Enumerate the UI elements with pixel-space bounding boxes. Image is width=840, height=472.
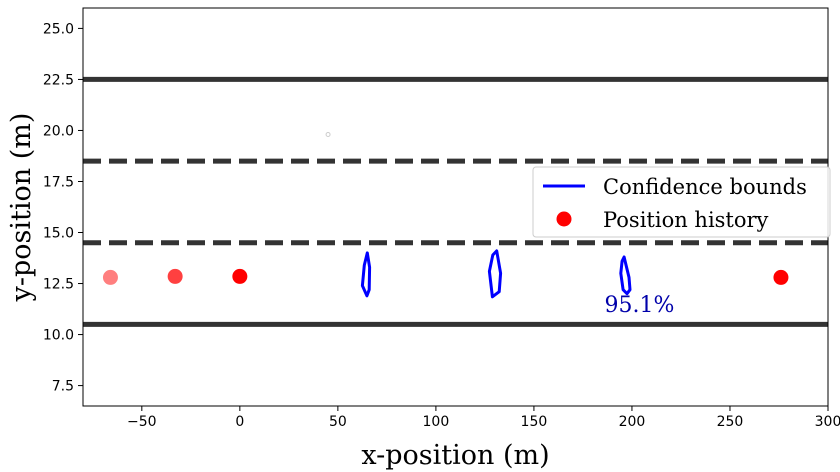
legend-label-confidence-bounds: Confidence bounds [603, 175, 807, 199]
y-tick-label-1: 10.0 [43, 328, 74, 344]
position-point-1 [167, 268, 183, 284]
y-tick-label-3: 15.0 [43, 226, 74, 242]
x-tick-label-3: 100 [423, 414, 450, 430]
x-tick-label-4: 150 [521, 414, 548, 430]
confidence-annotation: 95.1% [605, 293, 675, 318]
position-history-series [102, 132, 789, 285]
x-tick-label-1: 0 [235, 414, 244, 430]
confidence-contour-1 [487, 249, 503, 299]
y-tick-label-5: 20.0 [43, 123, 74, 139]
x-tick-label-2: 50 [329, 414, 347, 430]
position-point-3 [773, 269, 789, 285]
legend-box [532, 166, 831, 238]
y-tick-label-0: 7.5 [52, 379, 74, 395]
x-tick-label-6: 250 [717, 414, 744, 430]
x-tick-label-5: 200 [619, 414, 646, 430]
confidence-bounds-series [360, 249, 632, 299]
legend-label-position-history: Position history [603, 208, 769, 232]
x-tick-label-7: 300 [815, 414, 840, 430]
legend-marker-swatch [556, 211, 572, 227]
position-point-0 [102, 269, 118, 285]
lane-lines [83, 76, 828, 327]
confidence-contour-0 [360, 251, 372, 298]
y-tick-label-6: 22.5 [43, 72, 74, 88]
x-axis-label: x-position (m) [361, 440, 549, 471]
confidence-contour-2 [619, 255, 632, 296]
legend: Confidence bounds Position history [532, 166, 831, 238]
y-tick-label-2: 12.5 [43, 277, 74, 293]
y-tick-label-4: 17.5 [43, 174, 74, 190]
stray-marker-0 [325, 132, 331, 138]
x-axis-ticks: −50 0 50 100 150 200 250 300 [127, 406, 840, 430]
position-point-2 [232, 268, 248, 284]
x-tick-label-0: −50 [127, 414, 157, 430]
y-axis-label: y-position (m) [6, 113, 37, 303]
y-axis-ticks: 7.5 10.0 12.5 15.0 17.5 20.0 22.5 25.0 [43, 21, 83, 395]
y-tick-label-7: 25.0 [43, 21, 74, 37]
